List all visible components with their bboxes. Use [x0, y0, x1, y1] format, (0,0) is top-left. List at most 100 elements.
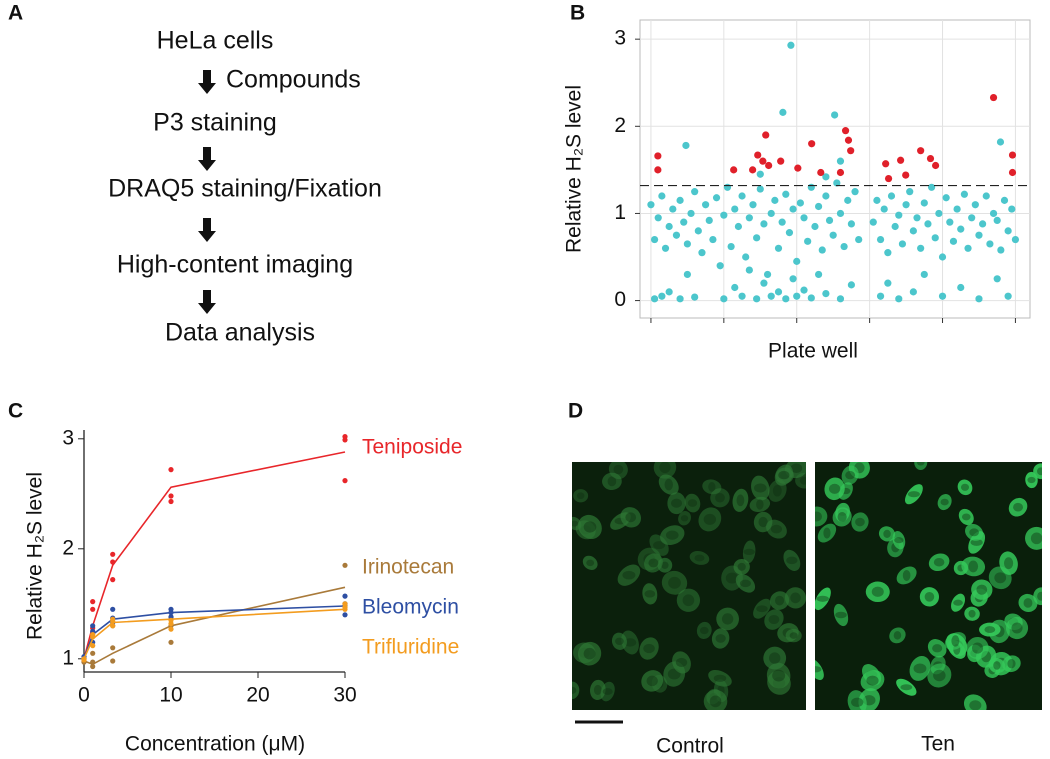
x-axis-label: Plate well	[768, 340, 858, 363]
nucleus	[615, 637, 624, 645]
nucleus	[1030, 532, 1042, 545]
replicate-point	[110, 559, 116, 565]
point	[720, 295, 728, 303]
cell	[785, 628, 802, 643]
point	[738, 192, 746, 200]
replicate-point	[168, 626, 174, 632]
point	[683, 240, 691, 248]
cell	[644, 553, 663, 573]
nucleus	[756, 605, 768, 613]
cell	[957, 479, 973, 496]
point	[749, 201, 757, 209]
point	[760, 279, 768, 287]
nucleus	[790, 592, 801, 604]
nucleus	[622, 570, 636, 580]
flow-step: High-content imaging	[117, 251, 353, 279]
point	[767, 209, 775, 218]
point	[897, 156, 905, 164]
nucleus	[586, 559, 595, 567]
nucleus	[871, 586, 884, 597]
point	[989, 209, 998, 218]
point	[658, 292, 666, 300]
panel-label: C	[8, 400, 23, 423]
point	[873, 196, 881, 204]
cell	[927, 663, 952, 688]
cell	[661, 570, 688, 595]
nucleus	[736, 494, 745, 507]
flow-step: Data analysis	[165, 319, 315, 347]
cell	[711, 628, 730, 649]
nucleus	[682, 594, 695, 607]
cell	[1005, 616, 1029, 640]
point	[822, 173, 830, 181]
point	[891, 222, 899, 231]
replicate-point	[90, 659, 96, 665]
point	[817, 168, 825, 177]
point	[938, 292, 947, 300]
cell	[716, 607, 740, 631]
cell	[817, 523, 837, 543]
y-tick-label: 1	[614, 201, 626, 224]
point	[927, 183, 936, 191]
cell	[965, 523, 984, 541]
point	[691, 188, 699, 196]
replicate-point	[168, 606, 174, 612]
nucleus	[661, 561, 669, 569]
point	[694, 227, 702, 235]
cell	[963, 694, 987, 710]
replicate-point	[168, 493, 174, 499]
series-line	[83, 451, 346, 660]
panel-label: D	[568, 400, 583, 423]
point	[902, 201, 910, 209]
point	[759, 157, 767, 165]
nucleus	[572, 520, 579, 527]
point	[1011, 235, 1020, 244]
nucleus	[725, 572, 739, 584]
point	[953, 205, 961, 213]
point	[942, 194, 950, 202]
point	[793, 292, 801, 300]
point	[745, 214, 753, 222]
x-tick-label: 30	[333, 684, 356, 707]
nucleus	[769, 652, 781, 664]
point	[1008, 168, 1017, 177]
cell	[815, 506, 828, 527]
cell	[672, 651, 691, 674]
y-tick-label: 3	[614, 27, 626, 50]
cell	[896, 678, 917, 696]
nucleus	[984, 626, 996, 634]
point	[829, 231, 837, 239]
series-line	[83, 605, 346, 660]
cell	[774, 464, 793, 486]
cell	[620, 507, 642, 528]
replicate-point	[168, 467, 174, 473]
point	[658, 192, 666, 200]
nucleus	[815, 666, 822, 673]
flow-arrow	[198, 218, 216, 242]
point	[884, 279, 892, 287]
cell	[937, 494, 952, 511]
nucleus	[770, 524, 783, 534]
point	[654, 152, 662, 160]
point	[818, 246, 826, 254]
nucleus	[715, 492, 725, 503]
point	[975, 231, 983, 239]
point	[794, 164, 802, 172]
cell	[676, 588, 701, 612]
point	[650, 295, 659, 303]
cell	[979, 622, 1001, 637]
cell	[783, 549, 801, 571]
replicate-point	[90, 650, 96, 656]
point	[687, 209, 695, 218]
nucleus	[648, 558, 659, 568]
point	[774, 244, 783, 252]
cell	[1018, 593, 1038, 612]
nucleus	[789, 632, 798, 639]
flow-step: P3 staining	[153, 109, 277, 137]
point	[654, 166, 662, 174]
point	[836, 295, 845, 303]
cell	[833, 603, 849, 627]
nucleus	[778, 470, 790, 480]
point	[756, 170, 764, 178]
